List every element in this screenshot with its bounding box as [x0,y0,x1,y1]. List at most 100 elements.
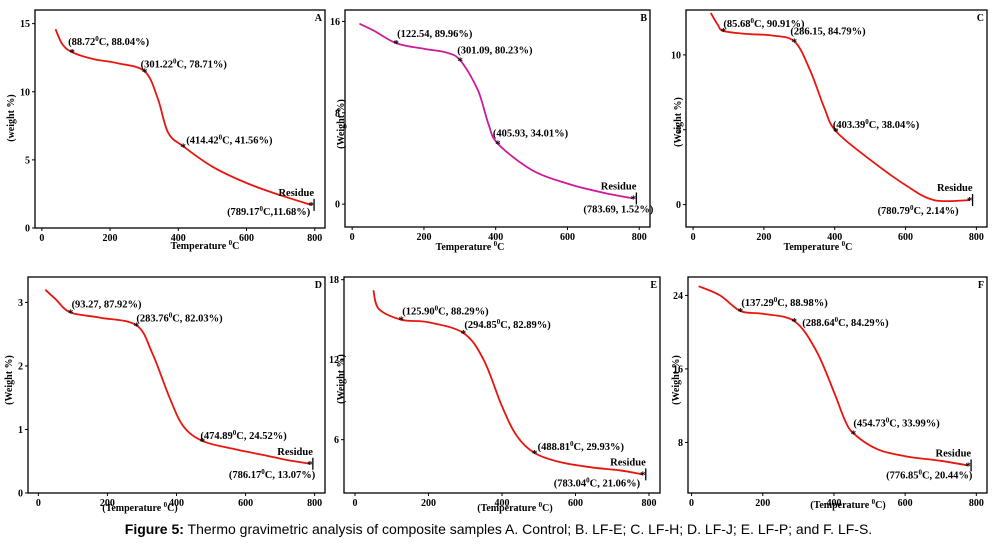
point-marker: * [307,459,313,471]
point-marker: * [69,47,75,59]
panel-letter: C [977,13,984,24]
y-tick-label: 6 [334,435,339,446]
residue-label: Residue [277,447,313,458]
y-tick-label: 0 [676,200,681,211]
y-tick-label: 18 [329,275,339,286]
x-tick-label: 200 [103,233,118,244]
point-label: (474.890C, 24.52%) [200,429,287,442]
panel-letter: D [315,280,322,291]
caption-prefix: Figure 5: [124,521,184,537]
x-axis-label: Temperature 0C [436,240,505,253]
tga-curve [359,22,634,200]
x-tick-label: 800 [969,232,984,243]
y-axis-label: (Weight %) [336,354,347,404]
x-tick-label: 800 [307,233,322,244]
point-marker: * [851,428,857,440]
x-tick-label: 200 [756,232,771,243]
x-axis-label: Temperature 0C [784,240,853,253]
point-marker: * [833,126,839,138]
panel-letter: A [315,13,323,24]
point-label: (783.69, 1.52%) [583,204,653,215]
y-tick-label: 0 [335,200,340,211]
residue-label: Residue [935,448,971,459]
point-marker: * [68,308,74,320]
point-marker: * [399,315,405,327]
point-label: (294.850C, 82.89%) [464,318,551,331]
point-label: (405.93, 34.01%) [493,129,569,140]
panel-letter: F [978,280,984,291]
x-tick-label: 0 [36,498,41,509]
point-label: (786.170C, 13.07%) [229,468,316,481]
y-tick-label: 0 [25,224,30,235]
y-axis-label: (Weight %) [673,97,684,147]
x-tick-label: 200 [421,498,436,509]
point-label: (301.09, 80.23%) [457,45,533,56]
point-label: (789.170C,11.68%) [227,205,311,218]
point-label: (283.760C, 82.03%) [136,311,223,324]
point-label: (122.54, 89.96%) [397,29,473,40]
x-axis-label: (Temperature 0C) [477,501,552,514]
x-tick-label: 400 [827,232,842,243]
x-axis-label: Temperature 0C [171,239,240,252]
panel-letter: B [640,13,647,24]
point-label: (783.040C, 21.06%) [554,476,641,489]
point-label: (93.27, 87.92%) [72,300,142,311]
x-tick-label: 800 [641,498,656,509]
x-tick-label: 400 [171,233,186,244]
tga-curve [372,290,643,476]
point-marker: * [142,66,148,78]
residue-label: Residue [601,181,637,192]
point-label: (301.220C, 78.71%) [141,57,228,70]
y-axis-label: (Weight %) [336,99,347,149]
y-tick-label: 2 [18,361,23,372]
x-tick-label: 0 [350,232,355,243]
y-tick-label: 5 [676,125,681,136]
x-tick-label: 600 [898,498,913,509]
point-marker: * [965,460,971,472]
point-label: (286.15, 84.79%) [790,26,866,37]
x-tick-label: 200 [100,498,115,509]
y-axis-label: (Weight %) [671,355,682,405]
tga-curve [698,285,969,467]
y-axis-label: (Weight %) [4,355,15,405]
x-tick-label: 600 [239,233,254,244]
x-tick-label: 800 [969,498,984,509]
figure-caption: Figure 5: Thermo gravimetric analysis of… [0,521,997,537]
point-marker: * [134,320,140,332]
point-label: (288.640C, 84.29%) [802,316,889,329]
point-marker: * [721,26,727,38]
y-tick-label: 10 [20,87,30,98]
plot-frame [344,9,651,228]
x-tick-label: 0 [353,498,358,509]
x-tick-label: 0 [691,232,696,243]
point-marker: * [640,469,646,481]
chart-panel-D: 0 200 400 600 800 0 1 2 3 D (Temperature 0C) (Weigh… [4,276,326,514]
point-marker: * [631,193,637,205]
point-marker: * [495,139,501,151]
y-tick-label: 1 [18,425,23,436]
point-label: (137.290C, 88.98%) [741,296,828,309]
y-tick-label: 16 [330,17,340,28]
y-tick-label: 8 [678,438,683,449]
y-tick-label: 3 [18,298,23,309]
point-label: (488.810C, 29.93%) [538,440,625,453]
y-tick-label: 8 [335,108,340,119]
residue-label: Residue [278,188,314,199]
y-tick-label: 15 [20,19,30,30]
x-axis-label: (Temperature 0C) [810,498,885,511]
point-marker: * [461,328,467,340]
x-tick-label: 0 [689,498,694,509]
point-marker: * [967,195,973,207]
plot-frame [687,276,988,494]
point-marker: * [393,38,399,50]
chart-panel-E: 0 200 400 600 800 6 12 18 E (Temperature 0C) (Weig… [329,275,661,514]
point-marker: * [738,306,744,318]
point-label: (414.420C, 41.56%) [186,133,273,146]
point-marker: * [180,141,186,153]
tga-curve [710,12,970,203]
x-tick-label: 200 [416,232,431,243]
x-axis-label: (Temperature 0C) [102,501,177,514]
x-tick-label: 600 [238,498,253,509]
x-tick-label: 400 [169,498,184,509]
point-label: (454.730C, 33.99%) [853,416,940,429]
